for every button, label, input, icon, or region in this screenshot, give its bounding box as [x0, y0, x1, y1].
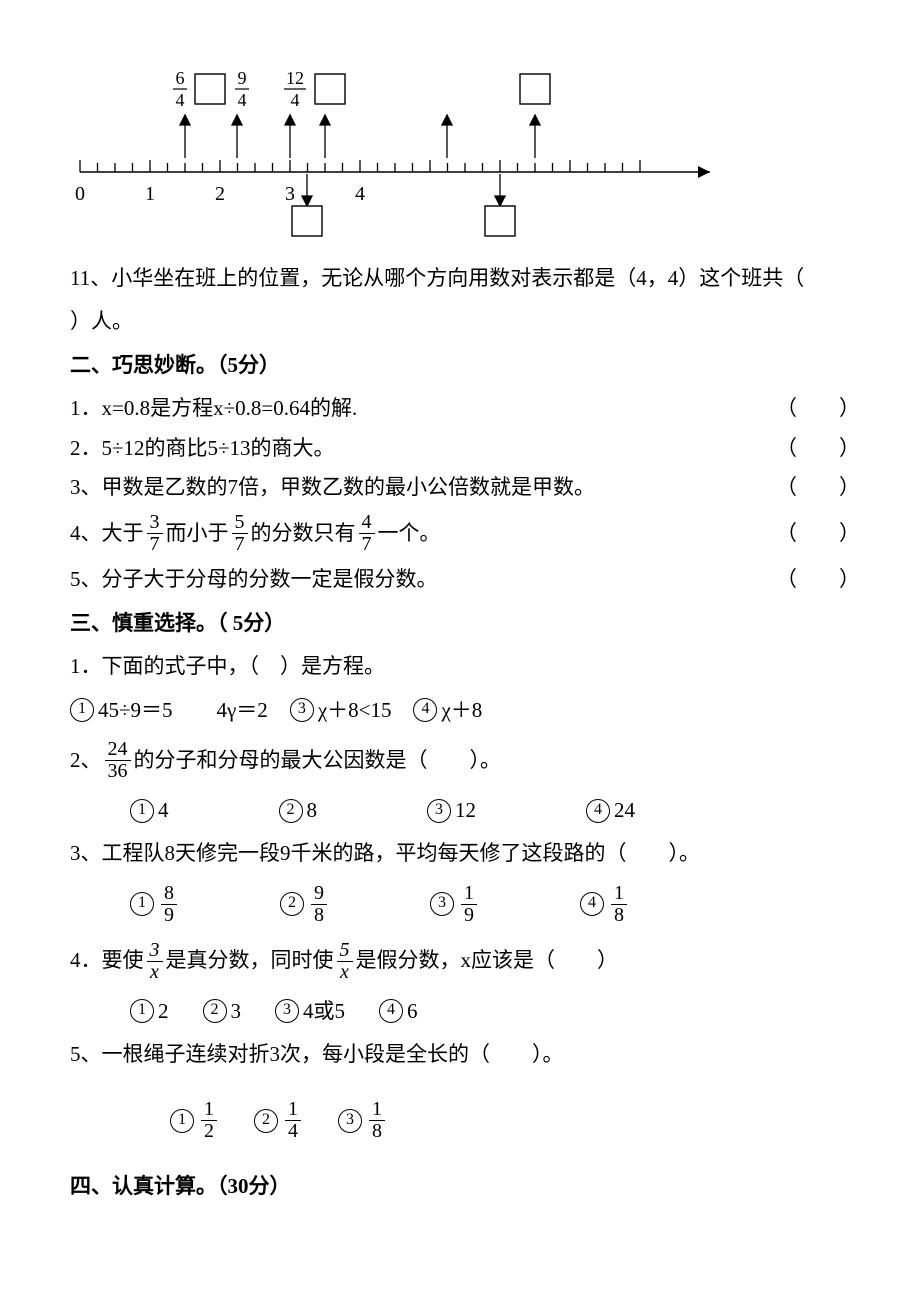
s2-q4-d: 一个。 — [378, 519, 441, 548]
question-11: 11、小华坐在班上的位置，无论从哪个方向用数对表示都是（4，4）这个班共（ — [70, 264, 860, 293]
svg-text:4: 4 — [238, 90, 247, 110]
blank-paren: （ ） — [776, 519, 860, 548]
blank-paren: （ ） — [776, 473, 860, 502]
s3-q2-stem: 2、 2436 的分子和分母的最大公因数是（ ）。 — [70, 739, 860, 782]
blank-paren: （ ） — [776, 565, 860, 594]
s2-q1: 1．x=0.8是方程x÷0.8=0.64的解. （ ） — [70, 394, 860, 423]
question-11-cont: ）人。 — [70, 307, 860, 336]
s2-q1-text: 1．x=0.8是方程x÷0.8=0.64的解. — [70, 394, 357, 423]
s2-q4-a: 4、大于 — [70, 519, 144, 548]
section-3-title: 三、慎重选择。（ 5分） — [70, 609, 860, 638]
section-2-title: 二、巧思妙断。（5分） — [70, 351, 860, 380]
svg-text:4: 4 — [176, 90, 185, 110]
svg-text:0: 0 — [75, 183, 85, 205]
blank-paren: （ ） — [776, 434, 860, 463]
s2-q5: 5、分子大于分母的分数一定是假分数。 （ ） — [70, 565, 860, 594]
frac-5-7: 57 — [232, 512, 248, 555]
q11-text-b: ）人。 — [70, 309, 133, 333]
section-4-title: 四、认真计算。（30分） — [70, 1172, 860, 1201]
s3-q4-stem: 4．要使 3x 是真分数，同时使 5x 是假分数，x应该是（ ） — [70, 940, 860, 983]
s2-q2-text: 2．5÷12的商比5÷13的商大。 — [70, 434, 335, 463]
svg-text:1: 1 — [145, 183, 155, 205]
s3-q4-opts: 12 23 34或5 46 — [130, 997, 860, 1026]
frac-24-36: 2436 — [105, 739, 131, 782]
frac-4-7: 47 — [359, 512, 375, 555]
s3-q3-stem: 3、工程队8天修完一段9千米的路，平均每天修了这段路的（ ）。 — [70, 839, 860, 868]
s2-q4: 4、大于 37 而小于 57 的分数只有 47 一个。 （ ） — [70, 512, 860, 555]
svg-text:12: 12 — [286, 68, 304, 88]
circled-3: 3 — [290, 698, 314, 722]
s3-q5-opts: 112 214 318 — [170, 1099, 860, 1142]
s2-q4-c: 的分数只有 — [251, 519, 356, 548]
s2-q4-b: 而小于 — [166, 519, 229, 548]
s2-q3: 3、甲数是乙数的7倍，甲数乙数的最小公倍数就是甲数。 （ ） — [70, 473, 860, 502]
svg-text:6: 6 — [176, 68, 185, 88]
s2-q3-text: 3、甲数是乙数的7倍，甲数乙数的最小公倍数就是甲数。 — [70, 473, 595, 502]
svg-text:3: 3 — [285, 183, 295, 205]
svg-text:2: 2 — [215, 183, 225, 205]
number-line-svg: 0 1 2 3 4 6 4 9 4 12 4 — [70, 60, 750, 250]
circled-4: 4 — [413, 698, 437, 722]
s3-q1-stem: 1．下面的式子中，（ ）是方程。 — [70, 652, 860, 681]
frac-3-7: 37 — [147, 512, 163, 555]
s3-q5-stem: 5、一根绳子连续对折3次，每小段是全长的（ ）。 — [70, 1040, 860, 1069]
s3-q2-opts: 14 28 312 424 — [130, 796, 860, 825]
blank-paren: （ ） — [776, 394, 860, 423]
number-line-figure: 0 1 2 3 4 6 4 9 4 12 4 — [70, 60, 860, 250]
s3-q3-opts: 189 298 319 418 — [130, 883, 860, 926]
q11-text-a: 11、小华坐在班上的位置，无论从哪个方向用数对表示都是（4，4）这个班共（ — [70, 266, 804, 290]
s2-q2: 2．5÷12的商比5÷13的商大。 （ ） — [70, 434, 860, 463]
s3-q1-opts: 145÷9＝5 4γ＝2 3χ＋8<15 4χ＋8 — [70, 696, 860, 725]
svg-text:4: 4 — [291, 90, 300, 110]
s2-q5-text: 5、分子大于分母的分数一定是假分数。 — [70, 565, 438, 594]
svg-text:9: 9 — [238, 68, 247, 88]
circled-1: 1 — [70, 698, 94, 722]
svg-text:4: 4 — [355, 183, 365, 205]
